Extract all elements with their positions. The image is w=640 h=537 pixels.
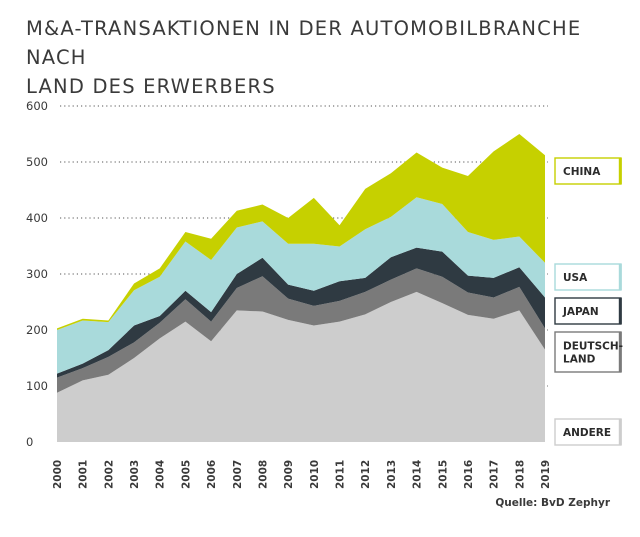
legend-box: [554, 418, 622, 446]
x-tick-label: 2000: [52, 460, 64, 489]
x-tick-label: 2009: [283, 460, 295, 489]
legend-label: USA: [563, 272, 588, 284]
x-tick-label: 2008: [257, 460, 269, 489]
y-tick-label: 200: [26, 323, 48, 337]
x-tick-label: 2003: [129, 460, 141, 489]
area-usa: [57, 197, 545, 374]
legend-item-china: CHINA: [554, 157, 622, 185]
y-tick-label: 100: [26, 379, 48, 393]
x-tick-label: 2007: [232, 460, 244, 489]
legend-label: DEUTSCH-: [563, 341, 623, 353]
y-tick-label: 0: [26, 435, 33, 449]
x-tick-label: 2005: [180, 460, 192, 489]
x-tick-label: 2012: [360, 460, 372, 489]
y-tick-label: 400: [26, 211, 48, 225]
legend: CHINA USA JAPAN DEUTSCH-LAND ANDERE: [554, 157, 623, 446]
legend-item-usa: USA: [554, 263, 622, 291]
legend-label: LAND: [563, 354, 596, 366]
area-andere: [57, 291, 545, 442]
legend-item-andere: ANDERE: [554, 418, 622, 446]
legend-item-deutschland: DEUTSCH-LAND: [554, 331, 623, 373]
y-axis-ticks: 0 100 200 300 400 500 600: [26, 99, 48, 449]
legend-item-japan: JAPAN: [554, 297, 622, 325]
chart-title-line-2: LAND DES ERWERBERS: [26, 75, 276, 98]
legend-label: CHINA: [563, 166, 601, 178]
legend-box: [554, 263, 622, 291]
x-tick-label: 2016: [463, 460, 475, 489]
x-tick-label: 2015: [437, 460, 449, 489]
legend-box: [554, 331, 622, 373]
chart-title: M&A-TRANSAKTIONEN IN DER AUTOMOBILBRANCH…: [26, 14, 606, 101]
x-tick-label: 2014: [412, 460, 424, 489]
area-series: [57, 134, 545, 442]
x-tick-label: 2018: [514, 460, 526, 489]
area-deutschland: [57, 268, 545, 393]
x-tick-label: 2010: [309, 460, 321, 489]
x-axis-ticks: 2000 2001 2002 2003 2004 2005 2006 2007 2008 2009…: [52, 460, 552, 489]
area-china: [57, 134, 545, 330]
chart-title-line-1: M&A-TRANSAKTIONEN IN DER AUTOMOBILBRANCH…: [26, 17, 582, 69]
source-note: Quelle: BvD Zephyr: [495, 497, 610, 509]
y-tick-label: 600: [26, 99, 48, 113]
legend-label: JAPAN: [562, 306, 599, 318]
y-tick-label: 300: [26, 267, 48, 281]
x-tick-label: 2013: [386, 460, 398, 489]
x-tick-label: 2006: [206, 460, 218, 489]
x-tick-label: 2001: [78, 460, 90, 489]
x-tick-label: 2004: [155, 460, 167, 489]
x-tick-label: 2017: [489, 460, 501, 489]
x-tick-label: 2019: [540, 460, 552, 489]
y-tick-label: 500: [26, 155, 48, 169]
legend-label: ANDERE: [563, 427, 611, 439]
x-tick-label: 2002: [103, 460, 115, 489]
x-tick-label: 2011: [335, 460, 347, 489]
